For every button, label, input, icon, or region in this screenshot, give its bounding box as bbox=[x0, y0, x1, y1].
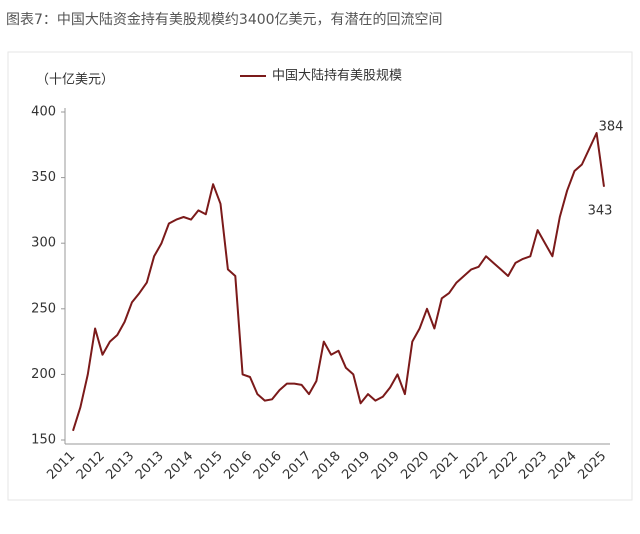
chart-title: 图表7：中国大陆资金持有美股规模约3400亿美元，有潜在的回流空间 bbox=[6, 12, 443, 28]
x-tick-label: 2014 bbox=[162, 449, 196, 483]
x-tick-label: 2019 bbox=[369, 449, 403, 483]
x-tick-label: 2018 bbox=[310, 449, 344, 483]
x-tick-label: 2013 bbox=[133, 449, 167, 483]
x-tick-label: 2016 bbox=[221, 449, 255, 483]
x-tick-label: 2017 bbox=[280, 449, 314, 483]
x-tick-label: 2024 bbox=[546, 449, 580, 483]
chart-frame bbox=[7, 51, 633, 501]
x-tick-label: 2023 bbox=[516, 449, 550, 483]
x-tick-label: 2016 bbox=[251, 449, 285, 483]
x-tick-label: 2019 bbox=[339, 449, 373, 483]
y-tick-label: 300 bbox=[31, 236, 56, 251]
y-tick-label: 150 bbox=[31, 433, 56, 448]
y-tick-label: 200 bbox=[31, 367, 56, 382]
annotation: 384 bbox=[599, 119, 624, 134]
y-axis-label: （十亿美元） bbox=[36, 73, 114, 88]
x-tick-label: 2013 bbox=[103, 449, 137, 483]
y-tick-label: 250 bbox=[31, 301, 56, 316]
x-tick-label: 2022 bbox=[487, 449, 521, 483]
x-tick-label: 2015 bbox=[192, 449, 226, 483]
line-series bbox=[72, 132, 605, 432]
legend-label: 中国大陆持有美股规模 bbox=[272, 68, 402, 84]
x-tick-label: 2021 bbox=[428, 449, 462, 483]
annotation: 343 bbox=[588, 203, 613, 218]
y-tick-label: 350 bbox=[31, 170, 56, 185]
x-tick-label: 2012 bbox=[74, 449, 108, 483]
x-tick-label: 2022 bbox=[457, 449, 491, 483]
x-tick-label: 2011 bbox=[44, 449, 78, 483]
x-tick-label: 2025 bbox=[575, 449, 609, 483]
x-tick-label: 2020 bbox=[398, 449, 432, 483]
y-tick-label: 400 bbox=[31, 105, 56, 120]
